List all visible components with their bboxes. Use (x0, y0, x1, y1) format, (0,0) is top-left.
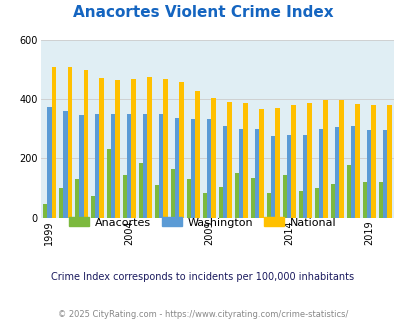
Bar (115, 80, 119, 218)
Bar (282, 175, 286, 218)
Bar (51, 67, 56, 218)
Bar (47, 107, 51, 218)
Bar (95, 114, 99, 218)
Bar (179, 82, 183, 218)
Bar (139, 163, 143, 218)
Bar (362, 182, 366, 218)
Bar (234, 173, 239, 218)
Bar (91, 195, 95, 218)
Bar (239, 129, 243, 218)
Bar (386, 105, 390, 218)
Bar (286, 135, 290, 218)
Bar (346, 165, 350, 218)
Bar (186, 179, 191, 218)
Bar (318, 129, 322, 218)
Bar (191, 119, 195, 218)
Bar (67, 67, 72, 218)
Bar (259, 109, 263, 218)
Bar (350, 126, 354, 218)
Bar (382, 130, 386, 218)
Bar (275, 108, 279, 218)
Bar (243, 103, 247, 218)
Text: Crime Index corresponds to incidents per 100,000 inhabitants: Crime Index corresponds to incidents per… (51, 272, 354, 282)
Bar (377, 182, 382, 218)
Bar (227, 102, 231, 218)
Bar (207, 119, 211, 218)
Text: Anacortes Violent Crime Index: Anacortes Violent Crime Index (72, 5, 333, 20)
Bar (143, 114, 147, 218)
Bar (99, 78, 104, 218)
Bar (154, 185, 159, 218)
Bar (339, 100, 343, 218)
Bar (290, 105, 295, 218)
Bar (302, 135, 307, 218)
Bar (334, 127, 339, 218)
Bar (354, 104, 359, 218)
Bar (123, 175, 127, 218)
Bar (266, 192, 270, 218)
Bar (195, 91, 199, 218)
Bar (270, 136, 275, 218)
Bar (131, 79, 135, 218)
Bar (75, 179, 79, 218)
Bar (314, 188, 318, 218)
Bar (322, 100, 327, 218)
Bar (107, 149, 111, 218)
Text: © 2025 CityRating.com - https://www.cityrating.com/crime-statistics/: © 2025 CityRating.com - https://www.city… (58, 310, 347, 319)
Bar (307, 103, 311, 218)
Bar (175, 118, 179, 218)
Bar (59, 188, 63, 218)
Bar (222, 126, 227, 218)
Legend: Anacortes, Washington, National: Anacortes, Washington, National (65, 213, 340, 232)
Bar (147, 77, 151, 218)
Bar (218, 186, 222, 218)
Bar (159, 115, 163, 218)
Bar (63, 112, 67, 218)
Bar (83, 70, 87, 218)
Bar (202, 192, 207, 218)
Bar (330, 183, 334, 218)
Bar (254, 129, 259, 218)
Bar (43, 204, 47, 218)
Bar (171, 169, 175, 218)
Bar (127, 114, 131, 218)
Bar (211, 97, 215, 218)
Bar (111, 115, 115, 218)
Bar (79, 115, 83, 218)
Bar (298, 191, 302, 218)
Bar (250, 178, 254, 218)
Bar (366, 130, 370, 218)
Bar (163, 79, 167, 218)
Bar (370, 105, 375, 218)
